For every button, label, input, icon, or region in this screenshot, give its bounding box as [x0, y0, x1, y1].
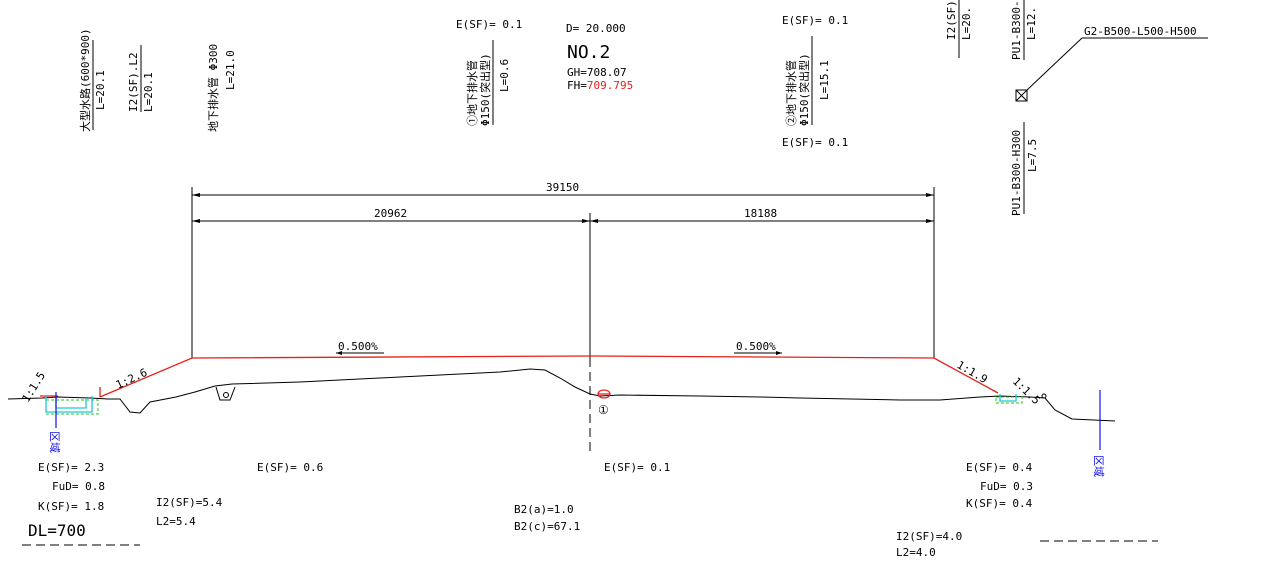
left-i2sf: I2(SF)=5.4 — [156, 496, 223, 509]
pipe1-line2: Φ150(突出型) — [478, 53, 492, 126]
i2-right-name: I2(SF). — [945, 0, 958, 40]
dim-right: 18188 — [744, 207, 777, 220]
grade-left-arrow — [336, 351, 342, 355]
station-fh-value: 709.795 — [587, 79, 633, 92]
pipe2-line1: ②地下排水管 — [784, 60, 798, 126]
pipe2-length: L=15.1 — [818, 60, 831, 100]
dim-left: 20962 — [374, 207, 407, 220]
catch-basin-cross-b — [1015, 89, 1028, 102]
i2-right-length: L=20. — [960, 7, 973, 40]
pu1-top-name: PU1-B300- — [1010, 0, 1023, 60]
b2c: B2(c)=67.1 — [514, 520, 580, 533]
pipe2-label: E(SF)= 0.1 ②地下排水管 Φ150(突出型) L=15.1 E(SF)… — [782, 14, 848, 149]
station-fh: FH=709.795 — [567, 79, 633, 92]
i2-left-label: I2(SF).L2 L=20.1 — [127, 45, 155, 112]
pipe1-esf: E(SF)= 0.1 — [456, 18, 522, 31]
station-number: NO.2 — [567, 42, 610, 63]
dim-arrowheads — [192, 193, 934, 223]
bottom-right-quantities: E(SF)= 0.4 FuD= 0.3 K(SF)= 0.4 I2(SF)=4.… — [896, 461, 1033, 559]
grade-labels: 0.500% 0.500% — [336, 340, 782, 355]
pipe2-esf-bottom: E(SF)= 0.1 — [782, 136, 848, 149]
right-top-labels: I2(SF). L=20. PU1-B300- L=12. PU1-B300-H… — [945, 0, 1208, 216]
right-i2sf: I2(SF)=4.0 — [896, 530, 962, 543]
g2-leader-diagonal — [1026, 37, 1083, 91]
oogata-length: L=20.1 — [94, 70, 107, 110]
mid-left-esf: E(SF)= 0.6 — [257, 461, 323, 474]
pipe1-length: L=0.6 — [498, 59, 511, 92]
bottom-left-quantities: E(SF)= 2.3 FuD= 0.8 K(SF)= 1.8 I2(SF)=5.… — [38, 461, 670, 533]
oogata-name: 大型水路(600*900) — [78, 28, 92, 132]
grade-right: 0.500% — [736, 340, 776, 353]
chika-length: L=21.0 — [224, 50, 237, 90]
slope-right-node — [1041, 393, 1047, 399]
right-l2: L2=4.0 — [896, 546, 936, 559]
station-distance: D= 20.000 — [566, 22, 626, 35]
pipe2-esf-top: E(SF)= 0.1 — [782, 14, 848, 27]
left-l2: L2=5.4 — [156, 515, 196, 528]
left-esf: E(SF)= 2.3 — [38, 461, 104, 474]
center-esf: E(SF)= 0.1 — [604, 461, 670, 474]
design-surface-line — [99, 355, 999, 398]
pipe1-label: E(SF)= 0.1 ①地下排水管 Φ150(突出型) L=0.6 — [456, 18, 522, 126]
area-marker-right: 区域 — [1092, 390, 1105, 477]
chika-name: 地下排水管 Φ300 — [206, 44, 220, 132]
g2-label: G2-B500-L500-H500 — [1084, 25, 1197, 38]
u-ditch-pipe — [223, 392, 229, 398]
area-marker-left: 区域 — [48, 392, 61, 453]
right-fud: FuD= 0.3 — [980, 480, 1033, 493]
oogata-suiro-label: 大型水路(600*900) L=20.1 — [78, 28, 107, 132]
dimension-lines: 39150 20962 18188 — [191, 181, 935, 358]
b2a: B2(a)=1.0 — [514, 503, 574, 516]
area-left-label: 区域 — [48, 431, 61, 453]
left-side-ditch — [45, 396, 99, 415]
right-side-ditch — [995, 394, 1023, 404]
catch-basin-symbol — [1015, 89, 1028, 102]
area-right-label: 区域 — [1092, 455, 1105, 477]
left-ksf: K(SF)= 1.8 — [38, 500, 104, 513]
center-pipe-marker: ① — [597, 389, 611, 417]
datum-label: DL=700 — [28, 521, 86, 540]
datum-block: DL=700 — [22, 521, 1158, 546]
slope-right: 1:1.9 — [955, 358, 990, 386]
left-ditch-outer — [45, 396, 93, 413]
chika-haisui-label: 地下排水管 Φ300 L=21.0 — [206, 44, 237, 132]
pu1-bottom-length: L=7.5 — [1026, 139, 1039, 172]
left-fud: FuD= 0.8 — [52, 480, 105, 493]
pu1-top-length: L=12. — [1025, 7, 1038, 40]
slope-left: 1:2.6 — [114, 366, 150, 392]
grade-right-arrow — [776, 351, 782, 355]
station-block: D= 20.000 NO.2 GH=708.07 FH=709.795 — [566, 22, 633, 92]
pipe1-line1: ①地下排水管 — [465, 60, 479, 126]
i2-left-name: I2(SF).L2 — [127, 52, 140, 112]
right-ksf: K(SF)= 0.4 — [966, 497, 1033, 510]
u-ditch-structure — [215, 386, 236, 401]
center-pipe-number: ① — [598, 403, 609, 417]
station-fh-prefix: FH= — [567, 79, 587, 92]
i2-left-length: L=20.1 — [142, 72, 155, 112]
right-ditch-outer — [999, 394, 1017, 402]
grade-left: 0.500% — [338, 340, 378, 353]
dim-total: 39150 — [546, 181, 579, 194]
existing-ground-line — [7, 368, 1116, 422]
right-esf: E(SF)= 0.4 — [966, 461, 1033, 474]
pu1-bottom-name: PU1-B300-H300 — [1010, 130, 1023, 216]
pipe2-line2: Φ150(突出型) — [797, 53, 811, 126]
slope-far-right: 1:1.5 — [1010, 375, 1043, 407]
slope-far-left: 1:1.5 — [20, 370, 49, 405]
station-gh: GH=708.07 — [567, 66, 627, 79]
right-ditch-hatch — [995, 396, 1023, 404]
